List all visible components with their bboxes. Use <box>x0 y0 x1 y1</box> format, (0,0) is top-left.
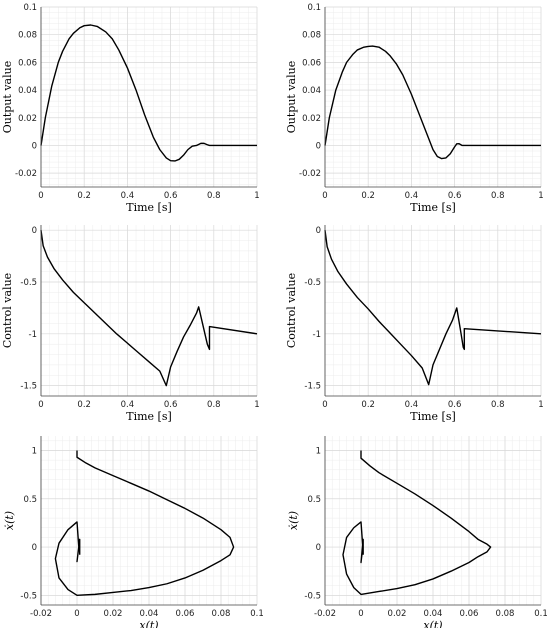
y-tick-label: 0.06 <box>18 58 37 68</box>
x-tick-label: 0 <box>322 191 327 201</box>
x-tick-label: 0 <box>38 191 43 201</box>
phase_a-series-line <box>54 450 235 597</box>
x-axis-label: Time [s] <box>410 410 456 423</box>
y-tick-label: -0.5 <box>20 591 37 601</box>
x-tick-label: 0.06 <box>176 609 195 619</box>
x-tick-label: 0.8 <box>207 400 221 410</box>
x-tick-label: 1 <box>254 400 259 410</box>
y-tick-label: 0.1 <box>307 3 321 13</box>
x-tick-label: 0.6 <box>164 191 178 201</box>
x-tick-label: 0.4 <box>121 400 135 410</box>
y-tick-label: 0 <box>32 226 37 236</box>
output_a-series-line <box>40 24 257 162</box>
y-tick-label: 0.08 <box>18 31 37 41</box>
y-tick-label: 0.04 <box>18 86 37 96</box>
y-axis-label: Control value <box>285 273 298 348</box>
plot-area <box>41 225 257 396</box>
x-tick-label: 0.4 <box>405 400 419 410</box>
y-tick-label: -0.5 <box>20 278 37 288</box>
x-tick-label: 0.4 <box>121 191 135 201</box>
y-tick-label: 0 <box>316 226 321 236</box>
y-tick-label: -1.5 <box>20 382 37 392</box>
phase_b-series-line <box>342 450 492 596</box>
y-tick-label: 1 <box>32 446 37 456</box>
x-axis-label: x(t) <box>423 619 442 628</box>
y-tick-label: -1 <box>29 330 37 340</box>
x-tick-label: 0 <box>322 400 327 410</box>
x-tick-label: 0.2 <box>361 400 375 410</box>
x-axis-label: x(t) <box>139 619 158 628</box>
x-tick-label: -0.02 <box>314 609 336 619</box>
phase_b-panel: -0.02 0 0.02 0.04 0.06 0.08 0.1 -0.5 0 0.5 1 x(t) ẋ(… <box>287 436 548 628</box>
x-tick-label: 0.6 <box>448 400 462 410</box>
x-tick-label: 0.04 <box>140 609 159 619</box>
y-tick-label: 0.04 <box>302 86 321 96</box>
y-tick-label: -1 <box>313 330 321 340</box>
y-axis-label: ẋ(t) <box>3 511 16 530</box>
control_b-series-line <box>324 230 542 386</box>
x-tick-label: 0.02 <box>388 609 407 619</box>
control_b-panel: 0 0.2 0.4 0.6 0.8 1 -1.5 -1 -0.5 0 Time [s] Control… <box>285 225 544 423</box>
x-axis-label: Time [s] <box>126 410 172 423</box>
y-tick-label: 0 <box>32 543 37 553</box>
output_b-panel: 0 0.2 0.4 0.6 0.8 1 -0.02 0 0.02 0.04 0.06 0.08 0.1 T… <box>285 3 544 214</box>
x-tick-label: 1 <box>538 400 543 410</box>
y-tick-label: -0.02 <box>299 169 321 179</box>
x-tick-label: 0 <box>74 609 79 619</box>
x-tick-label: 0.8 <box>491 191 505 201</box>
x-tick-label: 0.02 <box>104 609 123 619</box>
x-tick-label: 0.8 <box>207 191 221 201</box>
y-tick-label: 0.02 <box>302 114 321 124</box>
output_a-panel: 0 0.2 0.4 0.6 0.8 1 -0.02 0 0.02 0.04 0.06 0.08 0.1 T… <box>1 3 260 214</box>
plot-area <box>325 7 541 187</box>
y-tick-label: -0.5 <box>304 591 321 601</box>
y-tick-label: 0.08 <box>302 31 321 41</box>
x-tick-label: 0.2 <box>77 191 91 201</box>
x-axis-label: Time [s] <box>410 201 456 214</box>
x-tick-label: 0.08 <box>212 609 231 619</box>
y-tick-label: 0 <box>316 141 321 151</box>
x-tick-label: 0.8 <box>491 400 505 410</box>
x-tick-label: 0.08 <box>496 609 515 619</box>
x-tick-label: 0.06 <box>460 609 479 619</box>
plot-area <box>325 225 541 396</box>
y-tick-label: -1.5 <box>304 382 321 392</box>
y-tick-label: 0.5 <box>307 495 321 505</box>
y-axis-label: Output value <box>285 61 298 133</box>
x-tick-label: 0.04 <box>424 609 443 619</box>
y-tick-label: 0 <box>32 141 37 151</box>
y-tick-label: -0.02 <box>15 169 37 179</box>
x-tick-label: 0.6 <box>164 400 178 410</box>
x-tick-label: 0.2 <box>361 191 375 201</box>
y-axis-label: Output value <box>1 61 14 133</box>
x-tick-label: 0 <box>38 400 43 410</box>
y-tick-label: -0.5 <box>304 278 321 288</box>
plot-area <box>41 7 257 187</box>
y-tick-label: 0.1 <box>23 3 37 13</box>
major-grid <box>40 436 258 605</box>
y-tick-label: 0.06 <box>302 58 321 68</box>
y-tick-label: 1 <box>316 446 321 456</box>
control_a-panel: 0 0.2 0.4 0.6 0.8 1 -1.5 -1 -0.5 0 Time [s] Control… <box>1 225 260 423</box>
x-axis-label: Time [s] <box>126 201 172 214</box>
y-axis-label: Control value <box>1 273 14 348</box>
control_a-series-line <box>40 230 258 387</box>
phase_a-panel: -0.02 0 0.02 0.04 0.06 0.08 0.1 -0.5 0 0.5 1 x(t) ẋ(… <box>3 436 264 628</box>
output_b-series-line <box>324 45 541 160</box>
x-tick-label: 0 <box>358 609 363 619</box>
x-tick-label: -0.02 <box>30 609 52 619</box>
y-axis-label: ẋ(t) <box>287 511 300 530</box>
x-tick-label: 0.2 <box>77 400 91 410</box>
x-tick-label: 0.1 <box>250 609 264 619</box>
x-tick-label: 0.4 <box>405 191 419 201</box>
x-tick-label: 0.6 <box>448 191 462 201</box>
y-tick-label: 0.02 <box>18 114 37 124</box>
x-tick-label: 0.1 <box>534 609 548 619</box>
x-tick-label: 1 <box>538 191 543 201</box>
x-tick-label: 1 <box>254 191 259 201</box>
y-tick-label: 0.5 <box>23 495 37 505</box>
major-grid <box>40 6 258 187</box>
y-tick-label: 0 <box>316 543 321 553</box>
